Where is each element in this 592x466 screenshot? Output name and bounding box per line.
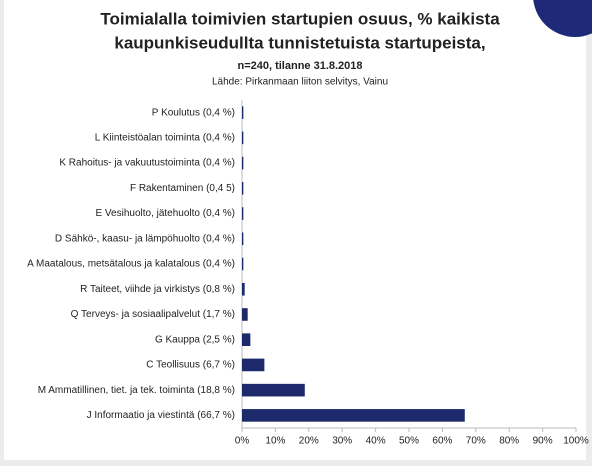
bar [242,182,244,195]
bar [242,282,245,296]
x-tick-label: 20% [299,436,319,447]
x-tick-label: 40% [366,436,386,447]
bar [242,131,244,145]
bar [242,106,244,119]
bar [242,207,244,220]
y-tick-label: R Taiteet, viihde ja virkistys (0,8 %) [80,284,235,295]
y-tick-label: F Rakentaminen (0,4 5) [130,183,235,194]
y-tick-label: D Sähkö-, kaasu- ja lämpöhuolto (0,4 %) [55,233,235,244]
x-tick-label: 70% [466,436,486,447]
x-tick-label: 10% [265,436,285,447]
corner-decoration [533,0,592,37]
bar [242,156,244,170]
y-tick-label: C Teollisuus (6,7 %) [146,360,235,371]
y-tick-label: M Ammatillinen, tiet. ja tek. toiminta (… [38,385,235,396]
bar [242,383,305,397]
y-tick-label: P Koulutus (0,4 %) [152,107,235,118]
y-tick-label: Q Terveys- ja sosiaalipalvelut (1,7 %) [71,309,235,320]
x-tick-label: 30% [332,436,352,447]
x-tick-label: 100% [563,436,589,447]
y-tick-label: G Kauppa (2,5 %) [155,334,235,345]
chart-background [4,0,586,460]
chart-title: kaupunkiseudullta tunnistetuista startup… [114,33,485,52]
chart-source: Lähde: Pirkanmaan liiton selvitys, Vainu [212,77,388,88]
chart-subtitle: n=240, tilanne 31.8.2018 [237,60,362,72]
bar [242,333,251,346]
bar [242,257,244,271]
y-tick-label: E Vesihuolto, jätehuolto (0,4 %) [95,208,235,219]
chart-title: Toimialalla toimivien startupien osuus, … [100,9,500,28]
x-tick-label: 60% [432,436,452,447]
bar [242,358,265,372]
x-tick-label: 0% [235,436,250,447]
y-tick-label: J Informaatio ja viestintä (66,7 %) [87,410,235,421]
x-tick-label: 80% [499,436,519,447]
bar [242,409,465,422]
x-tick-label: 50% [399,436,419,447]
bar [242,308,248,321]
y-tick-label: L Kiinteistöalan toiminta (0,4 %) [95,132,235,143]
y-tick-label: A Maatalous, metsätalous ja kalatalous (… [27,259,235,270]
x-tick-label: 90% [533,436,553,447]
y-tick-label: K Rahoitus- ja vakuutustoiminta (0,4 %) [59,158,235,169]
bar [242,232,244,246]
